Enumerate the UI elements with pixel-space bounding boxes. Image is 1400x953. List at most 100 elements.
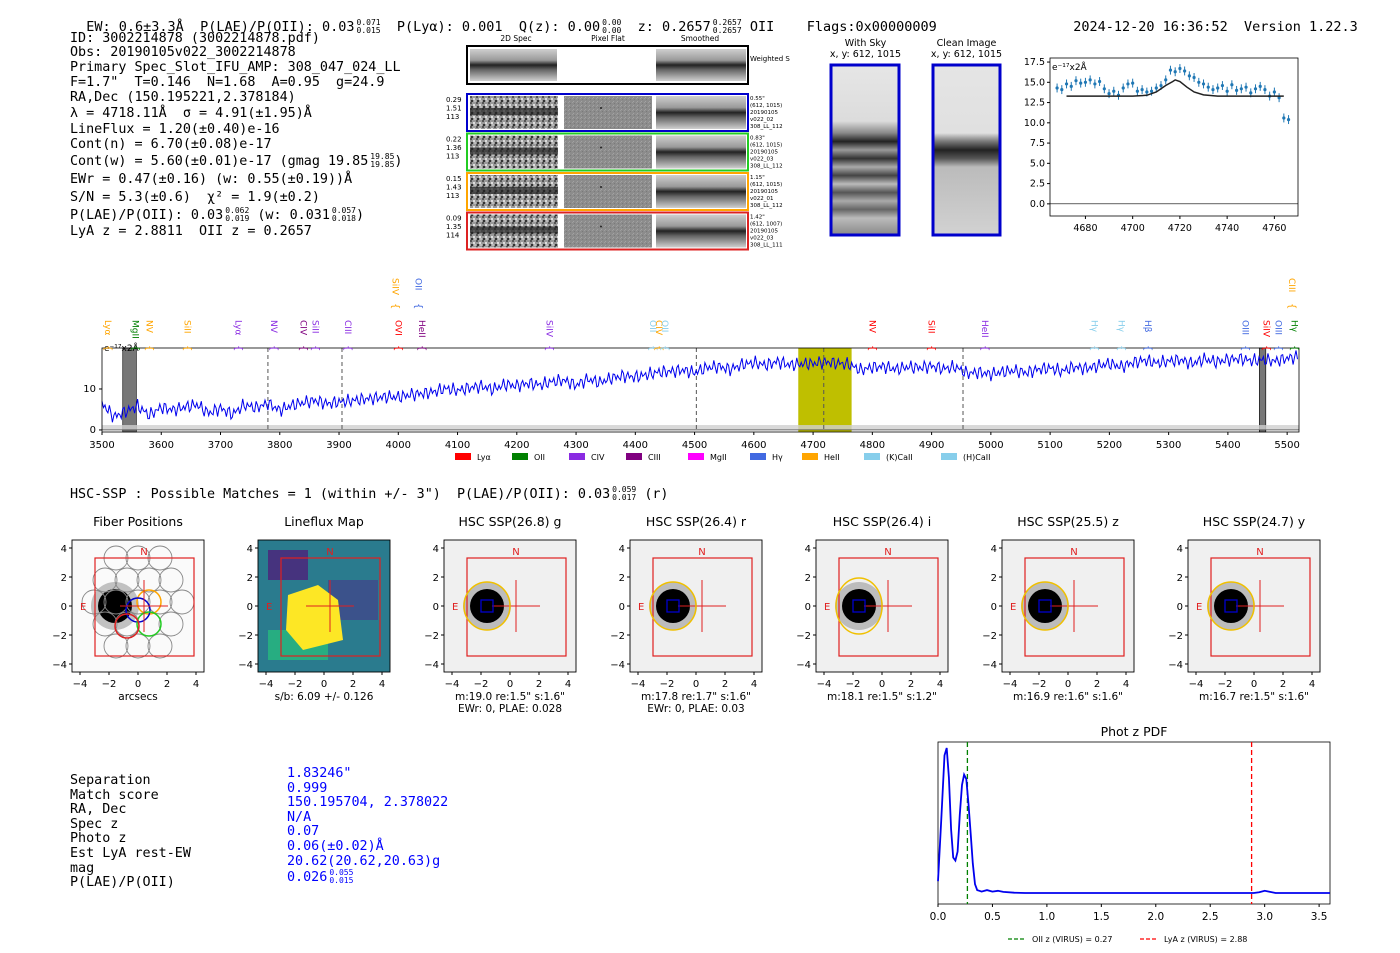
spectrum-line-bracket-17: { xyxy=(866,345,877,351)
spectrum-line-bracket-7: { xyxy=(309,345,320,351)
match-label-5: Est LyA rest-EW xyxy=(70,846,191,861)
fiber-circle xyxy=(147,633,173,659)
ytick-label: 0 xyxy=(247,602,253,613)
hsc-suffix: (r) xyxy=(644,487,669,502)
spectrum-line-label-7: SiII xyxy=(309,320,319,334)
ytick-label: −4 xyxy=(610,660,625,671)
xtick-label: 0 xyxy=(507,679,513,690)
legend-label-0: Lyα xyxy=(477,453,491,462)
fiber-green xyxy=(136,611,162,637)
spectrum-line-bracket-21: { xyxy=(1115,345,1126,351)
spectrum-line-label-3: SiII xyxy=(181,320,191,334)
spectrum-line-bracket-12: { xyxy=(416,345,427,351)
spectrum-xtick-label: 5400 xyxy=(1215,440,1240,451)
spectrum-line-bracket-27: { xyxy=(1288,345,1299,351)
spectrum-line-bracket-26: { xyxy=(1286,303,1297,309)
zoom-data-point xyxy=(1258,84,1262,88)
zoom-data-point xyxy=(1216,86,1220,90)
spectrum-line-label-12: HeII xyxy=(416,320,426,338)
xtick-label: 4 xyxy=(379,679,385,690)
spectrum-line-label-18: SiII xyxy=(926,320,936,334)
spectrum-line-label-15: CIV xyxy=(653,320,663,336)
aperture-ellipse-3 xyxy=(649,581,697,631)
info-fit: F=1.7" T=0.146 N=1.68 A=0.95 g=24.9 xyxy=(70,75,385,90)
spectrum-line-label-9: SiIV xyxy=(389,278,399,296)
header-plae-hi: 0.071 xyxy=(356,18,381,27)
xtick-label: 0 xyxy=(879,679,885,690)
pdf-xtick-label: 0.0 xyxy=(930,911,947,923)
match-label-3: Spec z xyxy=(70,816,119,832)
zoom-data-point xyxy=(1102,87,1106,91)
ytick-label: 2 xyxy=(433,573,439,584)
match-label-6: mag xyxy=(70,860,95,876)
zoom-data-point xyxy=(1272,90,1276,94)
cutout-caption-4: m:18.1 re:1.5" s:1.2" xyxy=(827,691,937,703)
info-plae-hi: 0.062 xyxy=(225,206,250,215)
zoom-frame xyxy=(1049,57,1299,217)
full-spectrum-chart: 3500 3600 3700 3800 3900 4000 4100 4200 4300 4400… xyxy=(83,278,1300,462)
ytick-label: 4 xyxy=(619,544,625,555)
xtick-label: 2 xyxy=(722,679,728,690)
north-label-3: N xyxy=(698,547,705,558)
spectrum-xtick-label: 4200 xyxy=(504,440,529,451)
spec-row-2d-trace-0 xyxy=(470,108,558,115)
xtick-label: −4 xyxy=(817,679,832,690)
zoom-data-point xyxy=(1220,83,1225,88)
zoom-xtick-label: 4680 xyxy=(1073,223,1097,234)
info-id: ID: 3002214878 (3002214878.pdf) xyxy=(70,31,320,46)
ytick-label: 4 xyxy=(433,544,439,555)
header-qz: Q(z): 0.00 xyxy=(518,19,601,35)
zoom-data-point xyxy=(1253,87,1258,91)
field-box-0 xyxy=(94,557,195,657)
east-label-0: E xyxy=(80,602,86,613)
spectrum-line-bracket-18: { xyxy=(926,345,937,351)
with-sky-xy: x, y: 612, 1015 xyxy=(829,49,902,60)
fiber-circle xyxy=(81,589,107,615)
source-box-4 xyxy=(852,599,866,613)
legend-swatch-3 xyxy=(626,453,642,460)
header-datetime-version: 2024-12-20 16:36:52 Version 1.22.3 xyxy=(1057,3,1358,35)
spec-row-right-text-2-4: 308_LL_112 xyxy=(750,203,783,209)
info-contn: Cont(n) = 6.70(±0.08)e-17 xyxy=(70,137,272,152)
legend-swatch-8 xyxy=(941,453,957,460)
info-ewr: EWr = 0.47(±0.16) (w: 0.55(±0.19))Å xyxy=(70,172,353,187)
zoom-data-point xyxy=(1126,82,1130,86)
zoom-data-point xyxy=(1079,81,1083,85)
legend-label-4: MgII xyxy=(710,453,727,462)
ytick-label: 4 xyxy=(805,544,811,555)
aperture-ellipse-4 xyxy=(835,577,883,635)
match-plae-lo: 0.015 xyxy=(329,876,354,886)
zoom-data-point xyxy=(1230,83,1234,87)
xtick-label: −4 xyxy=(259,679,274,690)
sky-images xyxy=(829,63,1002,237)
aperture-ellipse-6 xyxy=(1207,581,1255,631)
spectrum-xtick-label: 3700 xyxy=(208,440,233,451)
east-label-1: E xyxy=(266,602,272,613)
cutout-caption2-3: EWr: 0, PLAE: 0.03 xyxy=(647,703,744,715)
info-sn: S/N = 5.3(±0.6) χ² = 1.9(±0.2) xyxy=(70,190,320,205)
zoom-data-point xyxy=(1286,117,1291,122)
hsc-summary: HSC-SSP : Possible Matches = 1 (within +… xyxy=(70,486,669,503)
header-qz-hi: 0.00 xyxy=(602,18,622,27)
zoom-ytick-label: 2.5 xyxy=(1030,179,1045,190)
ytick-label: 4 xyxy=(1177,544,1183,555)
photz-pdf-chart: Phot z PDF 0.0 0.5 1.0 1.5 2.0 2.5 3.0 3.5 OII z … xyxy=(930,724,1331,944)
spectrum-line-bracket-24: { xyxy=(1260,345,1271,351)
with-sky-label: With Sky xyxy=(844,38,887,49)
ytick-label: −4 xyxy=(796,660,811,671)
header-summary: EW: 0.6±3.3Å P(LAE)/P(OII): 0.03 0.071 0.0… xyxy=(70,3,937,36)
zoom-ylabel: e⁻¹⁷x2Å xyxy=(1052,61,1088,73)
zoom-data-point xyxy=(1093,82,1097,86)
spec-row-right-text-2-1: (612, 1015) xyxy=(750,182,782,188)
info-plae-w-hi: 0.057 xyxy=(331,206,356,215)
match-value-7: 0.026 0.055 0.015 xyxy=(287,868,354,886)
ytick-label: −2 xyxy=(424,631,439,642)
xtick-label: −2 xyxy=(660,679,675,690)
spectrum-line-bracket-15: { xyxy=(653,345,664,351)
pdf-xtick-label: 1.0 xyxy=(1039,911,1056,923)
spectrum-line-label-8: CIII xyxy=(342,320,352,334)
spec-row-flat-dot-2 xyxy=(600,186,602,188)
spectrum-line-bracket-10: { xyxy=(392,345,403,351)
zoom-model-line xyxy=(1066,79,1284,97)
cutout-caption-2: m:19.0 re:1.5" s:1.6" xyxy=(455,691,565,703)
